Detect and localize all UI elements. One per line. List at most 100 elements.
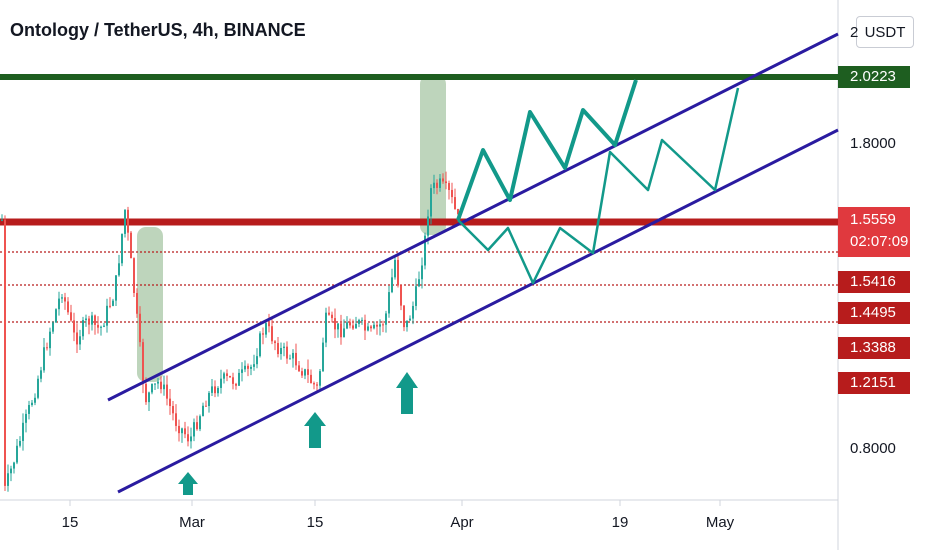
candle-body bbox=[52, 322, 54, 332]
candle-body bbox=[214, 386, 216, 394]
candle-body bbox=[88, 318, 90, 325]
candle-body bbox=[439, 178, 441, 188]
candle-body bbox=[16, 445, 18, 463]
candle-body bbox=[79, 336, 81, 345]
y-tick-label: 0.8000 bbox=[850, 440, 896, 457]
candle-body bbox=[82, 320, 84, 337]
y-tick-label: 2 bbox=[850, 24, 859, 41]
candle-body bbox=[121, 233, 123, 264]
candle-body bbox=[109, 305, 111, 307]
candle-body bbox=[40, 370, 42, 379]
candle-body bbox=[319, 371, 321, 386]
candle-body bbox=[295, 352, 297, 366]
candle-body bbox=[1, 219, 3, 221]
candle-body bbox=[136, 292, 138, 314]
candle-body bbox=[436, 182, 438, 188]
candle-body bbox=[106, 305, 108, 326]
candle-body bbox=[358, 319, 360, 324]
candle-body bbox=[85, 318, 87, 321]
candle-body bbox=[292, 352, 294, 359]
candle-body bbox=[457, 208, 459, 215]
candle-body bbox=[187, 434, 189, 442]
candle-body bbox=[13, 462, 15, 469]
candle-body bbox=[337, 323, 339, 330]
candle-body bbox=[43, 347, 45, 371]
candle-body bbox=[193, 422, 195, 437]
candle-body bbox=[388, 292, 390, 314]
candle-body bbox=[265, 323, 267, 335]
price-label-last: 1.5559 02:07:09 bbox=[838, 207, 910, 257]
candle-body bbox=[253, 364, 255, 367]
channel-upper bbox=[107, 32, 839, 402]
candle-body bbox=[346, 322, 348, 329]
candle-body bbox=[178, 425, 180, 434]
candle-body bbox=[145, 383, 147, 403]
candle-body bbox=[58, 298, 60, 310]
candle-body bbox=[448, 183, 450, 190]
candle-body bbox=[115, 275, 117, 301]
candle-body bbox=[322, 342, 324, 372]
candle-body bbox=[46, 347, 48, 349]
price-label-level: 1.4495 bbox=[838, 302, 910, 324]
candle-body bbox=[61, 297, 63, 299]
candle-body bbox=[55, 309, 57, 323]
candle-body bbox=[343, 328, 345, 338]
candle-body bbox=[313, 383, 315, 385]
candle-body bbox=[409, 318, 411, 321]
up-arrow-icon bbox=[304, 412, 326, 448]
last-price-countdown: 02:07:09 bbox=[850, 233, 909, 250]
candle-body bbox=[157, 381, 159, 384]
candle-body bbox=[382, 324, 384, 326]
candle-body bbox=[445, 181, 447, 184]
candle-body bbox=[355, 323, 357, 329]
candle-body bbox=[217, 387, 219, 394]
candle-body bbox=[133, 258, 135, 293]
x-tick-label: Mar bbox=[179, 514, 205, 531]
candle-body bbox=[328, 312, 330, 315]
candle-body bbox=[232, 377, 234, 384]
candle-body bbox=[370, 326, 372, 329]
candle-body bbox=[127, 209, 129, 233]
candle-body bbox=[403, 305, 405, 328]
y-tick-label: 1.8000 bbox=[850, 135, 896, 152]
candle-body bbox=[196, 422, 198, 430]
candle-body bbox=[91, 315, 93, 325]
candle-body bbox=[154, 383, 156, 385]
candle-body bbox=[379, 324, 381, 327]
candle-body bbox=[352, 325, 354, 329]
candle-body bbox=[208, 392, 210, 407]
candle-body bbox=[226, 373, 228, 377]
candle-body bbox=[73, 320, 75, 333]
candle-body bbox=[151, 383, 153, 393]
candle-body bbox=[118, 263, 120, 276]
x-tick-label: May bbox=[705, 514, 735, 531]
candle-body bbox=[148, 392, 150, 403]
candle-body bbox=[262, 333, 264, 335]
currency-selector[interactable]: USDT bbox=[856, 16, 914, 48]
candle-body bbox=[373, 324, 375, 329]
candles bbox=[1, 171, 459, 492]
up-arrow-icon bbox=[396, 372, 418, 414]
candle-body bbox=[223, 373, 225, 379]
projection-lower bbox=[457, 87, 740, 285]
candle-body bbox=[340, 323, 342, 338]
candle-body bbox=[49, 331, 51, 349]
candle-body bbox=[451, 189, 453, 198]
candle-body bbox=[376, 324, 378, 327]
candle-body bbox=[97, 324, 99, 328]
candle-body bbox=[103, 325, 105, 327]
candle-body bbox=[25, 413, 27, 423]
candle-body bbox=[334, 318, 336, 330]
candle-body bbox=[22, 422, 24, 441]
candle-body bbox=[34, 397, 36, 403]
candle-body bbox=[244, 365, 246, 370]
candle-body bbox=[307, 369, 309, 375]
candle-body bbox=[298, 365, 300, 372]
candle-body bbox=[124, 209, 126, 234]
candle-body bbox=[430, 188, 432, 217]
candle-body bbox=[241, 369, 243, 373]
candle-body bbox=[31, 402, 33, 406]
candle-body bbox=[361, 319, 363, 321]
candle-body bbox=[169, 398, 171, 407]
